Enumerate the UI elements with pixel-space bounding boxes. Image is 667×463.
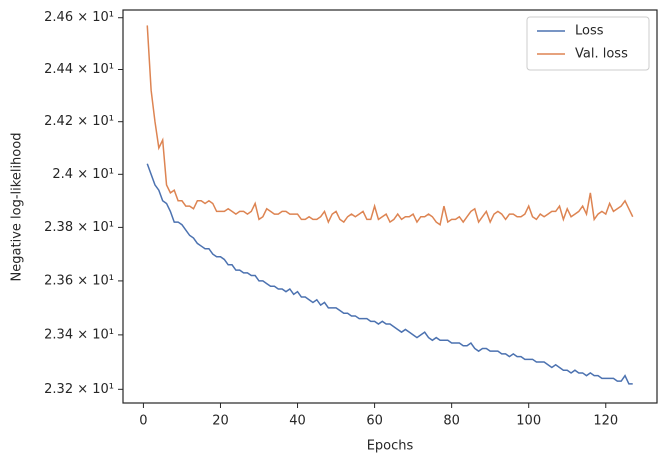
- legend-label: Loss: [575, 24, 604, 39]
- x-tick-label: 60: [366, 414, 383, 429]
- y-tick-label: 2.4 × 10¹: [52, 167, 114, 182]
- plot-frame: [122, 9, 658, 404]
- y-tick-label: 2.44 × 10¹: [44, 62, 114, 77]
- x-tick-label: 20: [212, 414, 229, 429]
- y-axis-label: Negative log-likelihood: [10, 133, 25, 282]
- line-series: [146, 163, 633, 385]
- x-tick-label: 100: [516, 414, 541, 429]
- x-tick-label: 80: [443, 414, 460, 429]
- y-tick-label: 2.42 × 10¹: [44, 114, 114, 129]
- y-tick-label: 2.32 × 10¹: [44, 382, 114, 397]
- y-tick-label: 2.38 × 10¹: [44, 220, 114, 235]
- x-tick-label: 0: [139, 414, 147, 429]
- x-tick-label: 120: [593, 414, 618, 429]
- y-tick-label: 2.34 × 10¹: [44, 327, 114, 342]
- y-tick-label: 2.46 × 10¹: [44, 10, 114, 25]
- line-series: [146, 25, 634, 226]
- legend-label: Val. loss: [575, 47, 628, 62]
- y-tick-label: 2.36 × 10¹: [44, 273, 114, 288]
- x-tick-label: 40: [289, 414, 306, 429]
- x-axis-label: Epochs: [367, 439, 414, 454]
